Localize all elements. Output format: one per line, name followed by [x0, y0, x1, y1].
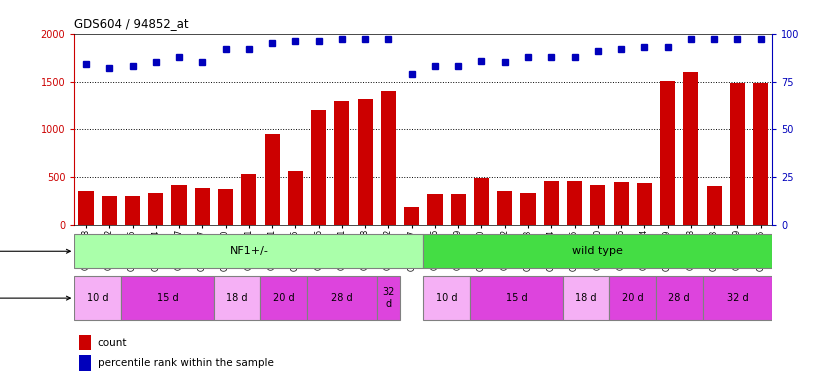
Bar	[753, 82, 768, 225]
Bar	[702, 276, 772, 320]
Bar	[567, 182, 582, 225]
Bar	[79, 355, 91, 370]
Bar	[544, 182, 559, 225]
Text: 28 d: 28 d	[331, 293, 353, 303]
Bar	[79, 334, 91, 350]
Bar	[377, 276, 400, 320]
Text: 18 d: 18 d	[576, 293, 597, 303]
Text: 32 d: 32 d	[727, 293, 748, 303]
Bar	[424, 234, 772, 268]
Text: 28 d: 28 d	[668, 293, 690, 303]
Bar	[74, 234, 424, 268]
Bar	[287, 171, 303, 225]
Bar	[102, 196, 116, 225]
Bar	[730, 82, 745, 225]
Bar	[497, 191, 512, 225]
Text: 20 d: 20 d	[622, 293, 643, 303]
Bar	[424, 276, 470, 320]
Bar	[520, 194, 535, 225]
Text: 15 d: 15 d	[157, 293, 178, 303]
Bar	[610, 276, 656, 320]
Bar	[195, 188, 210, 225]
Bar	[214, 276, 260, 320]
Bar	[148, 193, 164, 225]
Text: GDS604 / 94852_at: GDS604 / 94852_at	[74, 17, 189, 30]
Bar	[637, 183, 652, 225]
Text: wild type: wild type	[572, 246, 624, 256]
Bar	[683, 72, 699, 225]
Text: 15 d: 15 d	[506, 293, 527, 303]
Bar	[78, 190, 93, 225]
Bar	[614, 183, 629, 225]
Bar	[470, 276, 563, 320]
Text: 20 d: 20 d	[273, 293, 295, 303]
Bar	[241, 174, 256, 225]
Bar	[563, 276, 610, 320]
Bar	[307, 276, 377, 320]
Text: 10 d: 10 d	[87, 293, 108, 303]
Bar	[474, 178, 489, 225]
Bar	[335, 101, 349, 225]
Bar	[427, 194, 443, 225]
Bar	[311, 110, 326, 225]
Bar	[381, 91, 396, 225]
Bar	[74, 276, 121, 320]
Bar	[264, 134, 280, 225]
Text: 32
d: 32 d	[382, 287, 395, 309]
Text: 18 d: 18 d	[226, 293, 248, 303]
Text: percentile rank within the sample: percentile rank within the sample	[97, 358, 273, 368]
Bar	[121, 276, 214, 320]
Bar	[172, 185, 187, 225]
Bar	[656, 276, 702, 320]
Bar	[591, 185, 605, 225]
Text: count: count	[97, 338, 127, 348]
Text: strain: strain	[0, 246, 70, 256]
Bar	[404, 207, 420, 225]
Bar	[125, 196, 140, 225]
Bar	[451, 194, 466, 225]
Text: 10 d: 10 d	[436, 293, 458, 303]
Bar	[218, 189, 233, 225]
Text: age: age	[0, 293, 70, 303]
Bar	[660, 81, 675, 225]
Bar	[358, 99, 373, 225]
Bar	[706, 186, 722, 225]
Bar	[260, 276, 307, 320]
Text: NF1+/-: NF1+/-	[230, 246, 268, 256]
